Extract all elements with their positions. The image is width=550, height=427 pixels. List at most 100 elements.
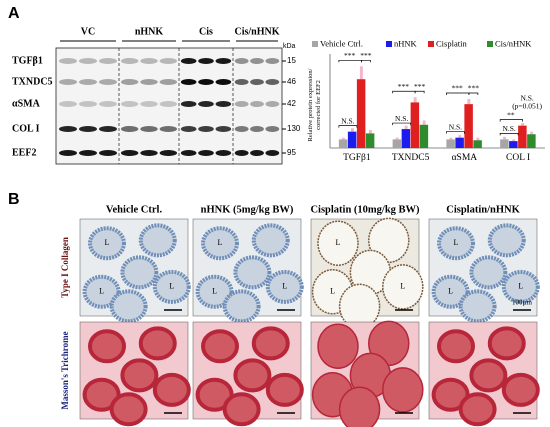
tubule — [195, 274, 234, 309]
band — [159, 58, 178, 64]
significance-bracket — [338, 59, 362, 63]
legend-swatch — [487, 41, 493, 47]
tubule — [138, 326, 177, 361]
significance-label: N.S. — [395, 114, 408, 123]
band — [120, 126, 139, 132]
band — [59, 126, 77, 132]
tubule — [138, 223, 177, 258]
significance-label: N.S. — [502, 124, 515, 133]
x-tick-label: COL I — [506, 153, 530, 163]
tubule — [431, 274, 470, 309]
tubule — [458, 289, 497, 324]
band — [99, 150, 117, 156]
bar — [509, 141, 518, 148]
bar — [365, 133, 375, 148]
band — [159, 126, 178, 132]
significance-label: *** — [452, 84, 464, 93]
significance-bracket — [499, 119, 523, 122]
band — [250, 79, 264, 85]
band — [140, 150, 158, 156]
tubule — [469, 358, 508, 393]
band — [79, 101, 97, 107]
band — [265, 79, 280, 85]
significance-label: (p=0.051) — [512, 101, 542, 110]
significance-bracket — [499, 133, 519, 136]
band — [215, 58, 232, 64]
y-axis-label: Relative protein expression/corrected fo… — [307, 68, 322, 141]
band — [215, 126, 232, 132]
band — [265, 150, 280, 156]
kda-marker: 42 — [287, 99, 296, 108]
column-title: nHNK (5mg/kg BW) — [201, 204, 294, 215]
tubule — [458, 392, 497, 427]
bar-chart: Vehicle Ctrl. nHNK Cisplatin Cis/nHNK Relati… — [307, 38, 545, 163]
band — [198, 126, 214, 132]
band — [159, 79, 178, 85]
lane-group-label: Cis/nHNK — [234, 26, 279, 37]
bar — [419, 124, 429, 148]
band — [79, 58, 97, 64]
scale-label: 100µm — [512, 299, 533, 307]
tubule — [233, 255, 272, 290]
tubule — [120, 358, 159, 393]
tubule — [88, 329, 126, 364]
tubule — [82, 274, 121, 309]
band — [59, 58, 77, 64]
tubule — [368, 217, 410, 264]
tubule — [88, 226, 126, 261]
x-tick-label: TGFβ1 — [343, 153, 371, 163]
tubule — [233, 358, 272, 393]
kda-marker: 15 — [287, 56, 296, 65]
band — [140, 126, 158, 132]
band — [215, 150, 232, 156]
column-title: Cisplatin/nHNK — [446, 204, 520, 215]
band — [198, 150, 214, 156]
tubule — [222, 289, 261, 324]
tubule — [437, 329, 475, 364]
band — [265, 58, 280, 64]
row-label: TXNDC5 — [12, 76, 53, 87]
tubule — [338, 386, 381, 427]
tubule — [82, 377, 121, 412]
lumen-label: L — [99, 287, 104, 296]
significance-label: *** — [344, 51, 356, 60]
band — [120, 101, 139, 107]
x-tick-label: αSMA — [452, 153, 478, 163]
band — [180, 58, 197, 64]
lumen-label: L — [330, 287, 335, 296]
band — [215, 79, 232, 85]
band — [250, 58, 264, 64]
legend-swatch — [428, 41, 434, 47]
bar — [455, 137, 464, 148]
x-tick-label: TXNDC5 — [392, 153, 430, 163]
tubule — [501, 372, 540, 407]
bar — [473, 140, 482, 148]
kda-marker: 130 — [287, 124, 301, 133]
tubule — [437, 226, 475, 261]
legend-label: Vehicle Ctrl. — [320, 38, 363, 48]
lane-group-label: nHNK — [135, 26, 164, 37]
lumen-label: L — [282, 282, 287, 291]
band — [234, 150, 249, 156]
lumen-label: L — [105, 238, 110, 247]
bar — [464, 104, 473, 148]
tubule — [317, 220, 359, 266]
significance-bracket — [414, 90, 425, 94]
lumen-label: L — [218, 238, 223, 247]
band — [198, 58, 214, 64]
bar — [410, 102, 420, 148]
bar — [527, 134, 536, 148]
band — [120, 79, 139, 85]
significance-bracket — [338, 125, 358, 128]
tubule — [382, 367, 424, 413]
bar — [518, 125, 527, 148]
band — [120, 150, 139, 156]
bar — [446, 139, 455, 148]
band — [265, 101, 280, 107]
kda-marker: 46 — [287, 77, 296, 86]
y-axis-label-line: corrected for EEF2 — [315, 80, 322, 130]
tubule — [120, 255, 159, 290]
significance-bracket — [468, 92, 479, 95]
bar — [392, 139, 402, 148]
